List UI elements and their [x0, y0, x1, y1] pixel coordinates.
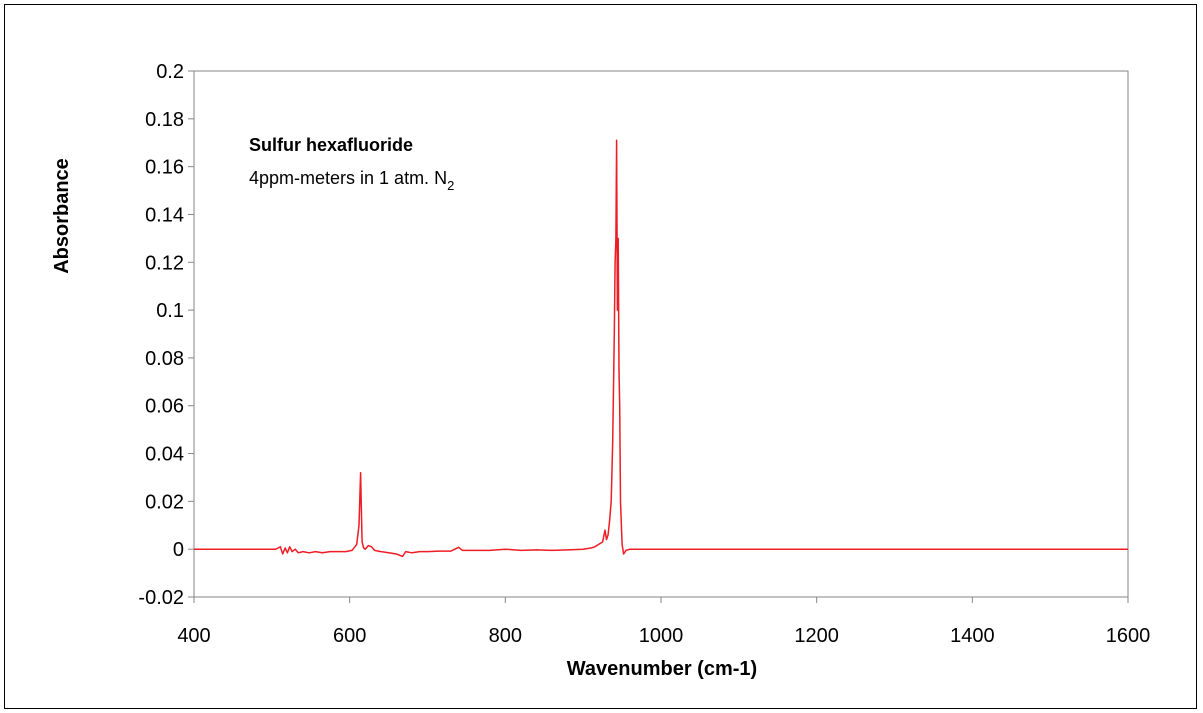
x-tick-label: 1000 [639, 625, 684, 647]
y-tick-label: 0.12 [145, 252, 184, 274]
y-tick-label: 0.14 [145, 204, 184, 226]
y-tick-label: -0.02 [138, 587, 184, 609]
axis-ticks: -0.02 0 0.02 0.04 0.06 0.08 0.1 0.12 0.14 0.16 0.1… [138, 61, 1150, 647]
x-tick-label: 400 [177, 625, 210, 647]
x-tick-label: 1600 [1106, 625, 1151, 647]
annotation-line2-subscript: 2 [447, 178, 454, 193]
annotation: Sulfur hexafluoride 4ppm-meters in 1 atm… [249, 135, 454, 193]
y-tick-label: 0.06 [145, 396, 184, 418]
annotation-line1: Sulfur hexafluoride [249, 135, 413, 155]
spectrum-line [194, 139, 1128, 558]
x-axis-title: Wavenumber (cm-1) [567, 658, 757, 680]
y-tick-label: 0.16 [145, 157, 184, 179]
y-tick-label: 0 [173, 539, 184, 561]
x-tick-label: 600 [333, 625, 366, 647]
y-tick-label: 0.02 [145, 491, 184, 513]
x-tick-label: 1200 [794, 625, 839, 647]
y-tick-label: 0.08 [145, 348, 184, 370]
x-tick-label: 1400 [950, 625, 995, 647]
y-axis-title: Absorbance [51, 158, 73, 274]
y-tick-label: 0.04 [145, 444, 184, 466]
series-layer [194, 139, 1128, 558]
y-tick-label: 0.2 [156, 61, 184, 83]
chart-frame [4, 4, 1197, 709]
y-tick-label: 0.1 [156, 300, 184, 322]
annotation-line2-main: 4ppm-meters in 1 atm. N [249, 168, 447, 188]
annotation-line2: 4ppm-meters in 1 atm. N2 [249, 168, 454, 193]
y-tick-label: 0.18 [145, 109, 184, 131]
x-tick-label: 800 [489, 625, 522, 647]
